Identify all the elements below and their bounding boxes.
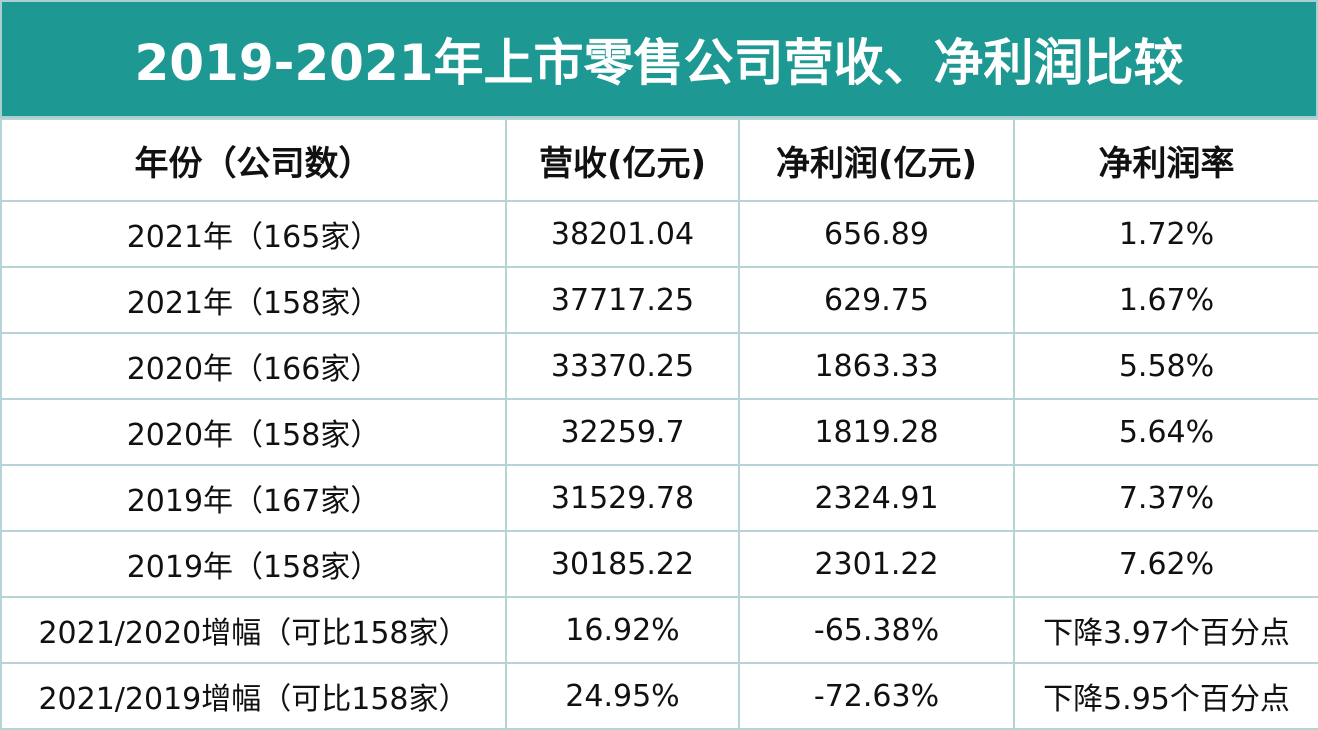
column-header: 净利润率 (1013, 118, 1318, 202)
table-cell: 2021年（165家） (0, 200, 507, 268)
table-cell: 1819.28 (738, 398, 1015, 466)
table-row: 2019年（158家） 30185.22 2301.22 7.62% (0, 530, 1318, 598)
table-body: 2021年（165家） 38201.04 656.89 1.72% 2021年（158家… (0, 200, 1318, 730)
table-cell: 38201.04 (505, 200, 740, 268)
table-cell: 2019年（167家） (0, 464, 507, 532)
table-cell: 2324.91 (738, 464, 1015, 532)
table-row: 2019年（167家） 31529.78 2324.91 7.37% (0, 464, 1318, 532)
table-cell: 1.72% (1013, 200, 1318, 268)
table-cell: 2021/2020增幅（可比158家） (0, 596, 507, 664)
table-cell: 33370.25 (505, 332, 740, 400)
table-cell: 1863.33 (738, 332, 1015, 400)
table-cell: 32259.7 (505, 398, 740, 466)
table-cell: 30185.22 (505, 530, 740, 598)
table-cell: 656.89 (738, 200, 1015, 268)
table-cell: 2021/2019增幅（可比158家） (0, 662, 507, 730)
table-cell: 629.75 (738, 266, 1015, 334)
title: 2019-2021年上市零售公司营收、净利润比较 (0, 0, 1318, 118)
table-cell: -65.38% (738, 596, 1015, 664)
table-cell: 5.64% (1013, 398, 1318, 466)
table-cell: 2020年（166家） (0, 332, 507, 400)
table-row: 2020年（158家） 32259.7 1819.28 5.64% (0, 398, 1318, 466)
column-header: 年份（公司数） (0, 118, 507, 202)
table-row: 2021年（158家） 37717.25 629.75 1.67% (0, 266, 1318, 334)
table-cell: 2021年（158家） (0, 266, 507, 334)
table-cell: 2019年（158家） (0, 530, 507, 598)
table-cell: -72.63% (738, 662, 1015, 730)
table-cell: 37717.25 (505, 266, 740, 334)
table-cell: 31529.78 (505, 464, 740, 532)
table-cell: 24.95% (505, 662, 740, 730)
table-cell: 2020年（158家） (0, 398, 507, 466)
table-cell: 16.92% (505, 596, 740, 664)
header-row: 年份（公司数） 营收(亿元) 净利润(亿元) 净利润率 (0, 118, 1318, 202)
table-row: 2021/2020增幅（可比158家） 16.92% -65.38% 下降3.97个百… (0, 596, 1318, 664)
table-row: 2020年（166家） 33370.25 1863.33 5.58% (0, 332, 1318, 400)
table-cell: 7.37% (1013, 464, 1318, 532)
table-row: 2021/2019增幅（可比158家） 24.95% -72.63% 下降5.95个百… (0, 662, 1318, 730)
table-cell: 1.67% (1013, 266, 1318, 334)
table-cell: 2301.22 (738, 530, 1015, 598)
column-header: 净利润(亿元) (738, 118, 1015, 202)
table-cell: 下降3.97个百分点 (1013, 596, 1318, 664)
table-cell: 5.58% (1013, 332, 1318, 400)
column-header: 营收(亿元) (505, 118, 740, 202)
table-cell: 下降5.95个百分点 (1013, 662, 1318, 730)
table-cell: 7.62% (1013, 530, 1318, 598)
data-table: 年份（公司数） 营收(亿元) 净利润(亿元) 净利润率 2021年（165家） 3820… (0, 118, 1318, 730)
table-row: 2021年（165家） 38201.04 656.89 1.72% (0, 200, 1318, 268)
